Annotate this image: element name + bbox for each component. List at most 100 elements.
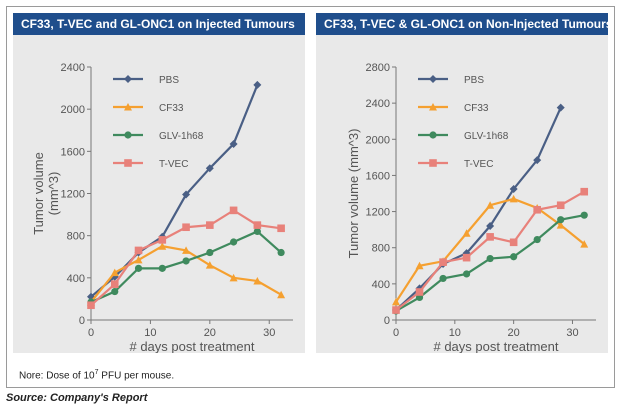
series-cf33 bbox=[87, 242, 286, 306]
chart-non-injected: 0 400 800 1200 1600 2000 2400 2800 0 10 20 30 # days… bbox=[346, 62, 596, 353]
dose-note-prefix: Nore: Dose of 10 bbox=[19, 370, 95, 382]
legend-label: T-VEC bbox=[159, 159, 188, 170]
legend-label: PBS bbox=[464, 75, 484, 86]
x-tick-label: 0 bbox=[393, 327, 399, 339]
data-point bbox=[486, 201, 495, 209]
x-axis-label: # days post treatment bbox=[433, 339, 558, 353]
dose-note-exponent: 7 bbox=[94, 369, 99, 376]
y-tick-label: 1200 bbox=[61, 189, 85, 201]
legend-marker bbox=[429, 159, 437, 167]
data-point bbox=[392, 306, 400, 314]
series-line bbox=[395, 107, 562, 311]
legend-item: T-VEC bbox=[418, 159, 493, 170]
y-tick-label: 1600 bbox=[366, 170, 390, 182]
legend-marker bbox=[124, 103, 132, 111]
chart-injected: 0 400 800 1200 1600 2000 2400 0 10 20 30 # days pos… bbox=[31, 62, 293, 353]
data-point bbox=[557, 216, 565, 224]
series-glv-1h68 bbox=[87, 227, 285, 306]
y-axis-label: Tumor volume(mm^3) bbox=[31, 152, 61, 235]
data-point bbox=[182, 190, 191, 199]
y-tick-label: 1200 bbox=[366, 207, 390, 219]
legend-label: GLV-1h68 bbox=[464, 131, 509, 142]
data-point bbox=[415, 261, 424, 270]
data-point bbox=[580, 240, 589, 248]
data-point bbox=[253, 227, 261, 236]
legend-item: GLV-1h68 bbox=[418, 131, 509, 142]
x-tick-label: 30 bbox=[566, 327, 578, 339]
data-point bbox=[392, 297, 400, 306]
legend-label: T-VEC bbox=[464, 159, 493, 170]
data-point bbox=[462, 270, 471, 278]
data-point bbox=[134, 264, 143, 272]
chart-panel-non-injected: CF33, T-VEC & GL-ONC1 on Non-Injected Tu… bbox=[316, 13, 608, 353]
data-point bbox=[253, 80, 262, 89]
source-caption: Source: Company's Report bbox=[6, 392, 148, 404]
data-point bbox=[229, 206, 238, 215]
data-point bbox=[462, 229, 471, 237]
data-point bbox=[229, 139, 238, 148]
data-point bbox=[533, 156, 542, 165]
x-tick-label: 10 bbox=[144, 327, 156, 339]
y-tick-label: 400 bbox=[372, 279, 390, 291]
data-point bbox=[182, 257, 190, 265]
y-tick-label: 2400 bbox=[366, 98, 390, 110]
data-point bbox=[439, 274, 447, 283]
y-tick-label: 0 bbox=[79, 315, 85, 327]
data-point bbox=[533, 235, 541, 244]
x-tick-label: 20 bbox=[508, 327, 520, 339]
data-point bbox=[205, 164, 214, 173]
data-point bbox=[158, 264, 166, 272]
data-point bbox=[556, 201, 565, 210]
legend-item: PBS bbox=[418, 75, 484, 86]
data-point bbox=[277, 248, 285, 257]
figure-frame: CF33, T-VEC and GL-ONC1 on Injected Tumo… bbox=[6, 6, 615, 388]
series-t-vec bbox=[392, 187, 589, 314]
y-tick-label: 2000 bbox=[366, 134, 390, 146]
legend-label: CF33 bbox=[464, 103, 489, 114]
data-point bbox=[580, 211, 588, 219]
data-point bbox=[462, 253, 471, 262]
data-point bbox=[533, 205, 541, 214]
data-point bbox=[110, 268, 119, 277]
data-point bbox=[182, 246, 191, 254]
data-point bbox=[486, 233, 494, 241]
y-tick-label: 400 bbox=[67, 273, 85, 285]
data-point bbox=[110, 280, 119, 288]
data-point bbox=[206, 221, 214, 229]
legend-item: CF33 bbox=[113, 103, 184, 114]
data-point bbox=[253, 276, 262, 285]
y-tick-label: 2800 bbox=[366, 62, 390, 74]
dose-note-suffix: PFU per mouse. bbox=[98, 370, 175, 382]
legend-marker bbox=[429, 103, 437, 111]
x-axis-label: # days post treatment bbox=[129, 339, 254, 353]
y-axis-label-line: Tumor volume bbox=[31, 152, 46, 235]
data-point bbox=[509, 184, 518, 193]
y-tick-label: 1600 bbox=[61, 146, 85, 158]
data-point bbox=[580, 187, 589, 196]
series-line bbox=[90, 230, 282, 304]
x-tick-label: 0 bbox=[88, 327, 94, 339]
x-tick-label: 20 bbox=[204, 327, 216, 339]
data-point bbox=[277, 224, 285, 233]
series-glv-1h68 bbox=[392, 211, 588, 315]
data-point bbox=[229, 273, 238, 282]
data-point bbox=[486, 222, 495, 231]
chart-title: CF33, T-VEC & GL-ONC1 on Non-Injected Tu… bbox=[316, 13, 608, 35]
y-tick-label: 0 bbox=[384, 315, 390, 327]
data-point bbox=[510, 253, 518, 261]
legend-item: T-VEC bbox=[113, 159, 188, 170]
series-t-vec bbox=[87, 206, 285, 310]
legend-marker bbox=[124, 159, 132, 167]
legend-item: PBS bbox=[113, 75, 179, 86]
dose-note: Nore: Dose of 107 PFU per mouse. bbox=[19, 369, 174, 381]
series-line bbox=[90, 84, 259, 298]
data-point bbox=[134, 246, 143, 255]
data-point bbox=[556, 221, 565, 229]
legend-item: CF33 bbox=[418, 103, 489, 114]
y-axis-label-line: (mm^3) bbox=[46, 172, 61, 216]
y-axis-label-line: Tumor volume (mm^3) bbox=[346, 129, 361, 259]
data-point bbox=[158, 236, 167, 244]
chart-title: CF33, T-VEC and GL-ONC1 on Injected Tumo… bbox=[13, 13, 305, 35]
legend-marker bbox=[124, 131, 132, 139]
legend-item: GLV-1h68 bbox=[113, 131, 204, 142]
